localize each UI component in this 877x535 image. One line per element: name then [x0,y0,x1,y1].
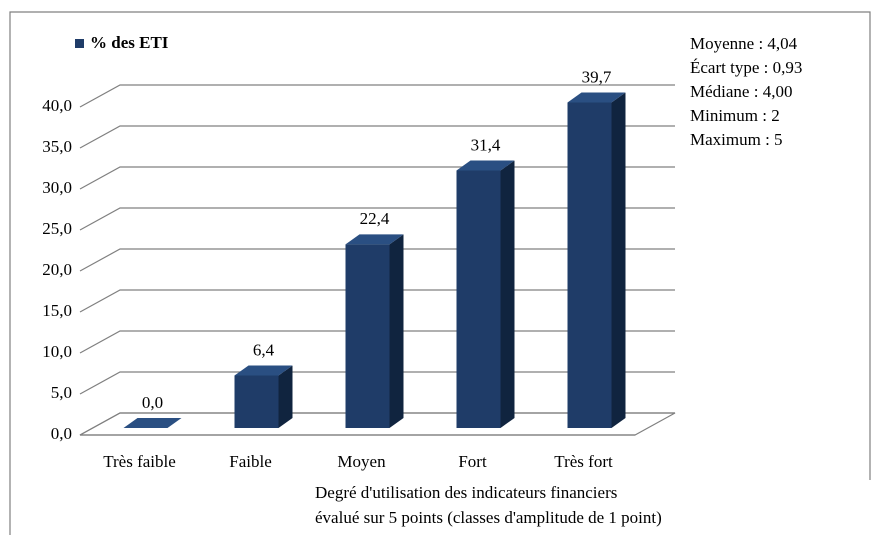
bar-face [345,244,390,428]
bar-face [500,160,515,428]
x-axis-title: Degré d'utilisation des indicateurs fina… [315,483,617,502]
bar-face [456,170,501,428]
bar-face [456,160,515,171]
annotation: Écart type : 0,93 [690,58,802,77]
bar [345,234,404,428]
bar-face [611,92,626,429]
x-tick-label: Moyen [337,452,386,471]
data-label: 0,0 [142,393,163,412]
bar [456,160,515,428]
bar-face [389,234,404,428]
annotation: Maximum : 5 [690,130,783,149]
y-tick-label: 25,0 [42,219,72,238]
bar [123,418,182,428]
legend-label: % des ETI [90,33,169,52]
y-tick-label: 15,0 [42,301,72,320]
chart-border [9,11,871,535]
y-tick-label: 10,0 [42,342,72,361]
bar-face [123,418,182,428]
y-tick-label: 5,0 [51,383,72,402]
x-tick-label: Très fort [554,452,613,471]
y-tick-label: 30,0 [42,178,72,197]
grid-line [79,84,675,108]
annotation: Moyenne : 4,04 [690,34,798,53]
data-label: 31,4 [471,135,501,154]
annotation: Minimum : 2 [690,106,780,125]
y-tick-label: 35,0 [42,137,72,156]
data-label: 22,4 [360,209,390,228]
bar-face [567,92,626,103]
x-tick-label: Très faible [103,452,176,471]
data-label: 6,4 [253,340,275,359]
y-tick-label: 20,0 [42,260,72,279]
y-tick-label: 40,0 [42,96,72,115]
bar [234,365,293,428]
y-tick-label: 0,0 [51,424,72,443]
x-axis-title: évalué sur 5 points (classes d'amplitude… [315,508,662,527]
bar [567,92,626,429]
x-tick-label: Faible [229,452,272,471]
bar-face [234,375,279,428]
annotation: Médiane : 4,00 [690,82,792,101]
grid-line [79,125,675,149]
data-label: 39,7 [582,67,612,86]
bar-face [567,102,612,429]
legend-swatch [75,39,84,48]
x-tick-label: Fort [458,452,487,471]
bar-face [278,365,293,428]
bar-face [345,234,404,245]
bar-face [234,365,293,376]
